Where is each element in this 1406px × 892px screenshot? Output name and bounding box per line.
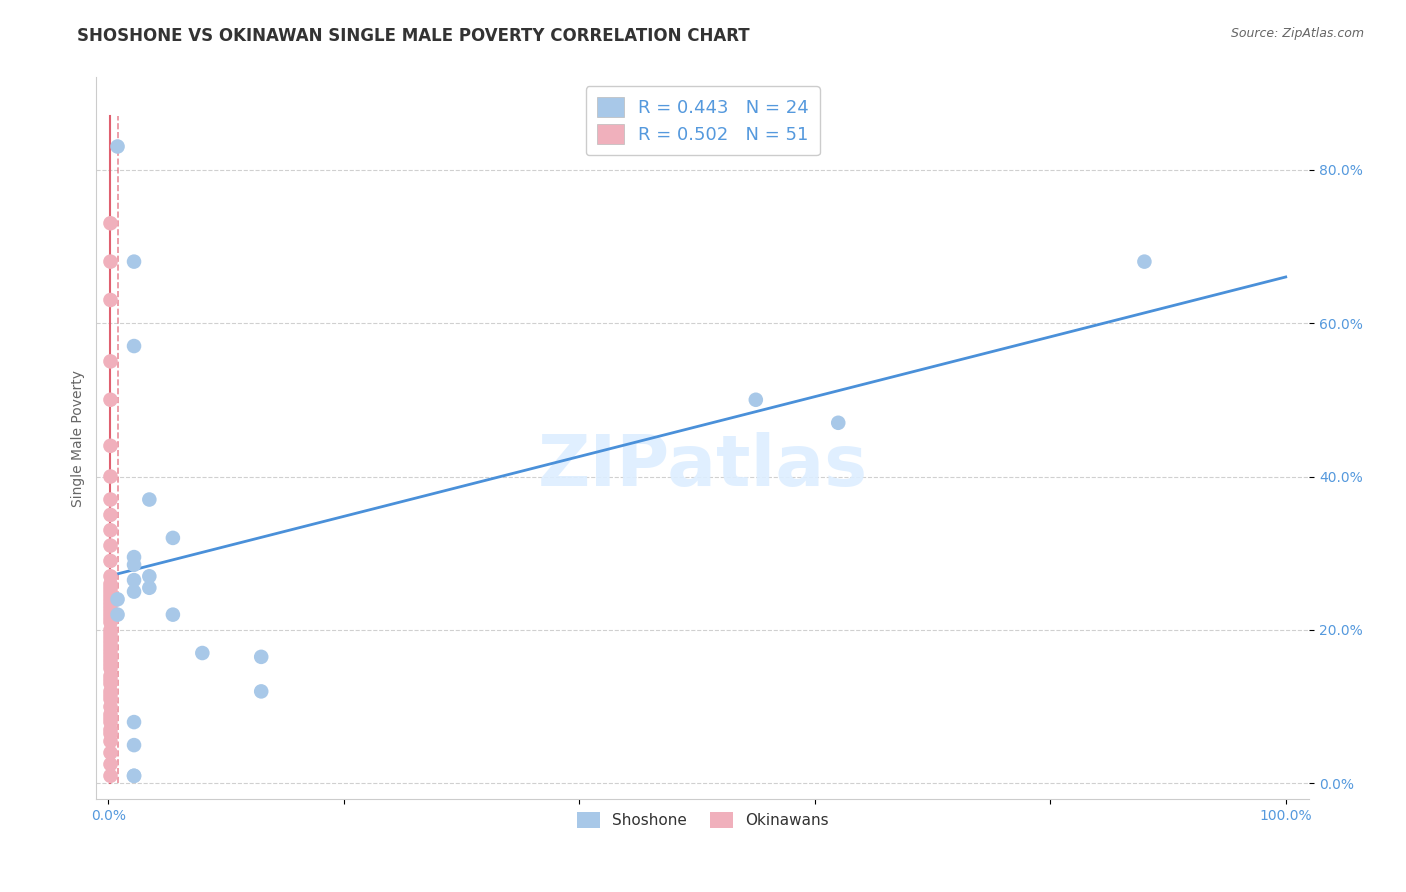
Point — [250, 684, 273, 698]
Point — [122, 558, 145, 572]
Point — [100, 599, 122, 614]
Point — [100, 734, 122, 748]
Point — [122, 573, 145, 587]
Point — [100, 216, 122, 230]
Point — [122, 584, 145, 599]
Point — [122, 769, 145, 783]
Point — [100, 508, 122, 522]
Point — [122, 254, 145, 268]
Point — [100, 607, 122, 622]
Point — [122, 715, 145, 730]
Point — [100, 554, 122, 568]
Point — [122, 738, 145, 752]
Point — [162, 531, 184, 545]
Point — [745, 392, 768, 407]
Y-axis label: Single Male Poverty: Single Male Poverty — [72, 369, 86, 507]
Point — [100, 657, 122, 672]
Point — [100, 676, 122, 690]
Point — [100, 654, 122, 668]
Point — [100, 492, 122, 507]
Point — [100, 392, 122, 407]
Point — [100, 581, 122, 595]
Point — [100, 669, 122, 683]
Point — [100, 649, 122, 664]
Point — [100, 684, 122, 698]
Point — [100, 589, 122, 603]
Point — [100, 577, 122, 591]
Point — [107, 139, 129, 153]
Point — [100, 707, 122, 722]
Point — [100, 627, 122, 641]
Point — [100, 439, 122, 453]
Point — [100, 293, 122, 307]
Point — [100, 539, 122, 553]
Point — [100, 592, 122, 607]
Point — [100, 673, 122, 687]
Point — [100, 638, 122, 652]
Point — [107, 607, 129, 622]
Point — [100, 711, 122, 725]
Point — [827, 416, 849, 430]
Point — [100, 469, 122, 483]
Point — [100, 688, 122, 702]
Point — [138, 569, 160, 583]
Point — [100, 726, 122, 740]
Point — [100, 646, 122, 660]
Text: ZIPatlas: ZIPatlas — [537, 433, 868, 501]
Point — [100, 631, 122, 645]
Point — [100, 692, 122, 706]
Point — [100, 354, 122, 368]
Point — [122, 769, 145, 783]
Point — [100, 611, 122, 625]
Point — [100, 596, 122, 610]
Point — [138, 581, 160, 595]
Point — [100, 604, 122, 618]
Point — [122, 550, 145, 565]
Point — [100, 634, 122, 648]
Point — [162, 607, 184, 622]
Text: Source: ZipAtlas.com: Source: ZipAtlas.com — [1230, 27, 1364, 40]
Point — [100, 715, 122, 730]
Point — [100, 757, 122, 772]
Point — [138, 492, 160, 507]
Point — [191, 646, 214, 660]
Point — [100, 661, 122, 675]
Point — [100, 569, 122, 583]
Legend: Shoshone, Okinawans: Shoshone, Okinawans — [571, 806, 835, 835]
Point — [250, 649, 273, 664]
Text: SHOSHONE VS OKINAWAN SINGLE MALE POVERTY CORRELATION CHART: SHOSHONE VS OKINAWAN SINGLE MALE POVERTY… — [77, 27, 749, 45]
Point — [100, 723, 122, 737]
Point — [122, 339, 145, 353]
Point — [107, 592, 129, 607]
Point — [100, 254, 122, 268]
Point — [100, 584, 122, 599]
Point — [100, 699, 122, 714]
Point — [100, 615, 122, 630]
Point — [100, 623, 122, 637]
Point — [100, 769, 122, 783]
Point — [100, 746, 122, 760]
Point — [100, 523, 122, 537]
Point — [1133, 254, 1156, 268]
Point — [100, 642, 122, 657]
